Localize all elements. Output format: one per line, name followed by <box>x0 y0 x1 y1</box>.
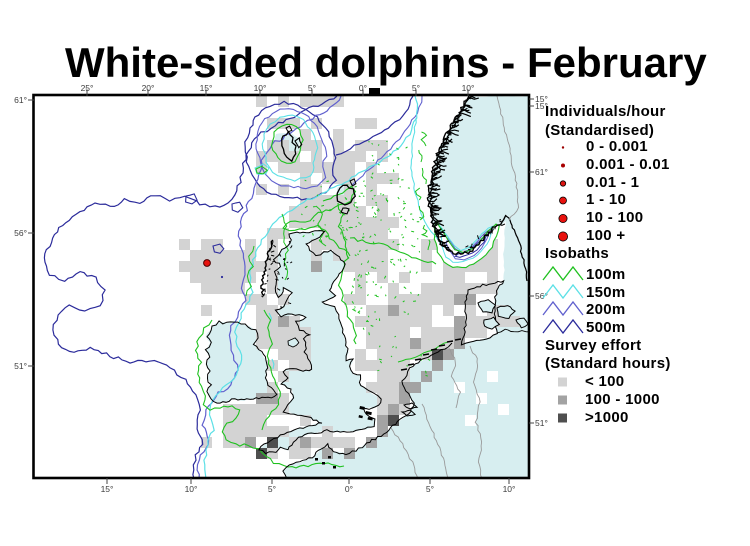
svg-text:15°: 15° <box>101 484 114 494</box>
svg-text:(Standardised): (Standardised) <box>545 122 654 139</box>
svg-text:5°: 5° <box>426 484 434 494</box>
svg-text:10°: 10° <box>462 83 475 93</box>
svg-text:10°: 10° <box>254 83 267 93</box>
svg-text:15°: 15° <box>535 94 548 104</box>
svg-text:61°: 61° <box>535 167 548 177</box>
svg-text:< 100: < 100 <box>585 373 624 390</box>
svg-text:5°: 5° <box>268 484 276 494</box>
svg-text:Isobaths: Isobaths <box>545 245 609 262</box>
svg-text:56°: 56° <box>14 228 27 238</box>
svg-text:56°: 56° <box>535 291 548 301</box>
svg-text:100 +: 100 + <box>586 227 625 244</box>
svg-text:100 - 1000: 100 - 1000 <box>585 391 660 408</box>
svg-text:51°: 51° <box>535 418 548 428</box>
svg-text:25°: 25° <box>81 83 94 93</box>
svg-text:5°: 5° <box>308 83 316 93</box>
svg-text:15°: 15° <box>535 101 548 111</box>
svg-text:10°: 10° <box>185 484 198 494</box>
svg-text:500m: 500m <box>586 319 626 336</box>
svg-text:0.001 - 0.01: 0.001 - 0.01 <box>586 156 670 173</box>
svg-text:0 - 0.001: 0 - 0.001 <box>586 138 648 155</box>
svg-text:15°: 15° <box>200 83 213 93</box>
svg-text:0°: 0° <box>359 83 367 93</box>
svg-text:150m: 150m <box>586 284 626 301</box>
svg-text:61°: 61° <box>14 95 27 105</box>
svg-text:5°: 5° <box>412 83 420 93</box>
svg-text:Survey effort: Survey effort <box>545 337 641 354</box>
svg-text:10°: 10° <box>503 484 516 494</box>
svg-text:1 - 10: 1 - 10 <box>586 191 626 208</box>
svg-text:>1000: >1000 <box>585 409 629 426</box>
svg-text:51°: 51° <box>14 361 27 371</box>
svg-text:0°: 0° <box>345 484 353 494</box>
svg-text:Individuals/hour: Individuals/hour <box>545 103 666 120</box>
svg-text:0.01 - 1: 0.01 - 1 <box>586 174 639 191</box>
svg-text:200m: 200m <box>586 301 626 318</box>
svg-text:(Standard hours): (Standard hours) <box>545 355 671 372</box>
svg-text:20°: 20° <box>142 83 155 93</box>
svg-text:10 - 100: 10 - 100 <box>586 209 643 226</box>
svg-text:100m: 100m <box>586 266 626 283</box>
